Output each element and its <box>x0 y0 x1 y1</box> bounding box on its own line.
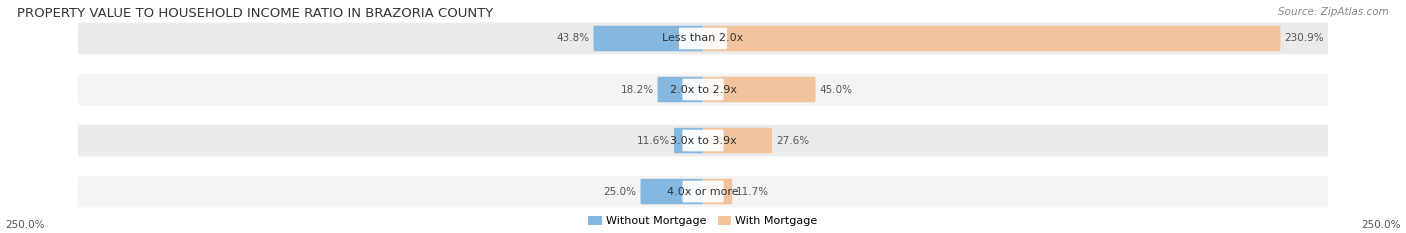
Legend: Without Mortgage, With Mortgage: Without Mortgage, With Mortgage <box>588 216 818 226</box>
Text: 27.6%: 27.6% <box>776 136 808 146</box>
Text: 43.8%: 43.8% <box>557 34 589 44</box>
FancyBboxPatch shape <box>682 181 724 202</box>
Text: Source: ZipAtlas.com: Source: ZipAtlas.com <box>1278 7 1389 17</box>
Text: 25.0%: 25.0% <box>603 187 637 197</box>
FancyBboxPatch shape <box>77 176 1329 207</box>
Text: 45.0%: 45.0% <box>820 85 852 95</box>
Text: 230.9%: 230.9% <box>1284 34 1324 44</box>
FancyBboxPatch shape <box>682 79 724 100</box>
FancyBboxPatch shape <box>703 128 772 153</box>
FancyBboxPatch shape <box>703 179 733 204</box>
FancyBboxPatch shape <box>673 128 703 153</box>
Text: 250.0%: 250.0% <box>6 220 45 230</box>
FancyBboxPatch shape <box>77 74 1329 105</box>
FancyBboxPatch shape <box>703 77 815 102</box>
FancyBboxPatch shape <box>703 26 1281 51</box>
Text: Less than 2.0x: Less than 2.0x <box>662 34 744 44</box>
FancyBboxPatch shape <box>77 23 1329 54</box>
FancyBboxPatch shape <box>679 28 727 49</box>
FancyBboxPatch shape <box>593 26 703 51</box>
Text: 4.0x or more: 4.0x or more <box>668 187 738 197</box>
Text: 11.6%: 11.6% <box>637 136 671 146</box>
Text: PROPERTY VALUE TO HOUSEHOLD INCOME RATIO IN BRAZORIA COUNTY: PROPERTY VALUE TO HOUSEHOLD INCOME RATIO… <box>17 7 494 20</box>
Text: 11.7%: 11.7% <box>735 187 769 197</box>
Text: 250.0%: 250.0% <box>1361 220 1400 230</box>
Text: 2.0x to 2.9x: 2.0x to 2.9x <box>669 85 737 95</box>
FancyBboxPatch shape <box>77 125 1329 156</box>
FancyBboxPatch shape <box>682 130 724 151</box>
Text: 3.0x to 3.9x: 3.0x to 3.9x <box>669 136 737 146</box>
FancyBboxPatch shape <box>658 77 703 102</box>
Text: 18.2%: 18.2% <box>620 85 654 95</box>
FancyBboxPatch shape <box>641 179 703 204</box>
